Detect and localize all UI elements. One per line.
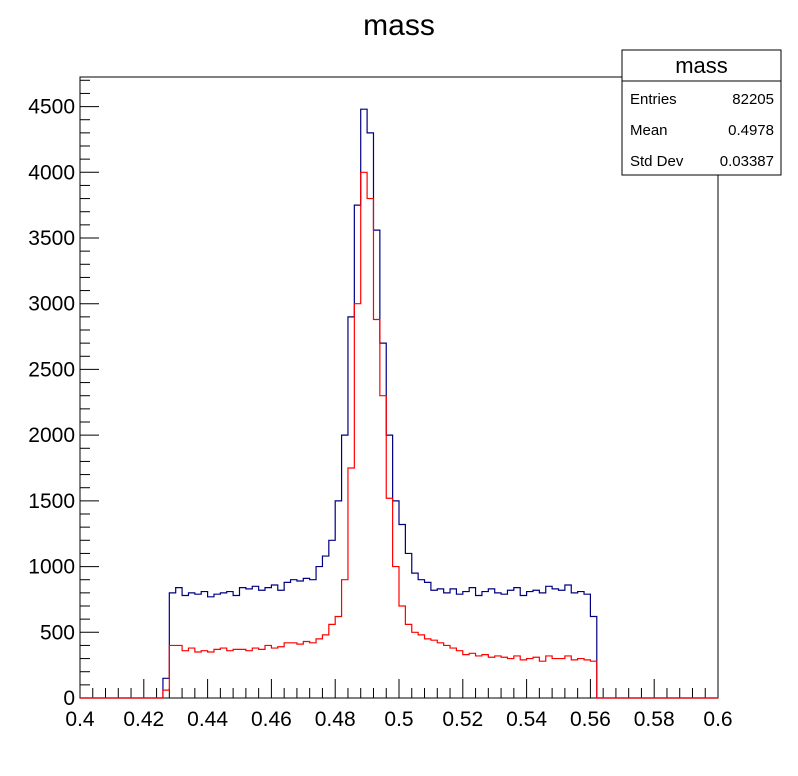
stats-entries-label: Entries xyxy=(630,91,677,108)
x-tick-label: 0.56 xyxy=(570,708,611,731)
x-tick-label: 0.58 xyxy=(634,708,675,731)
series-layer xyxy=(80,108,718,699)
histogram-series-1 xyxy=(80,108,718,699)
y-tick-label: 2500 xyxy=(28,358,75,381)
x-tick-label: 0.54 xyxy=(506,708,547,731)
y-tick-label: 2000 xyxy=(28,424,75,447)
y-tick-label: 500 xyxy=(40,621,75,644)
x-axis: 0.4 0.42 0.44 0.46 0.48 0.5 0.52 0.54 0.56 0.58 0.… xyxy=(65,679,733,731)
y-tick-label: 0 xyxy=(63,687,75,710)
stats-box-frame xyxy=(621,49,782,176)
x-tick-label: 0.6 xyxy=(703,708,732,731)
y-tick-label: 3500 xyxy=(28,227,75,250)
y-tick-label: 3000 xyxy=(28,293,75,316)
stats-box-title: mass xyxy=(675,53,728,78)
x-tick-label: 0.52 xyxy=(442,708,483,731)
y-tick-label: 4000 xyxy=(28,161,75,184)
stats-stddev-label: Std Dev xyxy=(630,153,684,170)
stats-box: mass Entries 82205 Mean 0.4978 Std Dev 0… xyxy=(621,49,782,176)
x-tick-label: 0.42 xyxy=(123,708,164,731)
stats-mean-value: 0.4978 xyxy=(728,122,774,139)
x-tick-label: 0.48 xyxy=(315,708,356,731)
stats-stddev-value: 0.03387 xyxy=(720,153,774,170)
chart-title: mass xyxy=(363,9,435,42)
histogram-series-2 xyxy=(80,171,718,699)
x-tick-label: 0.4 xyxy=(65,708,95,731)
y-tick-label: 1500 xyxy=(28,490,75,513)
stats-entries-value: 82205 xyxy=(732,91,774,108)
stats-mean-label: Mean xyxy=(630,122,668,139)
x-tick-label: 0.46 xyxy=(251,708,292,731)
x-tick-label: 0.5 xyxy=(384,708,413,731)
y-axis: 0 500 1000 1500 2000 2500 3000 3500 4000 4500 xyxy=(28,79,99,710)
y-tick-label: 1000 xyxy=(28,556,75,579)
x-tick-label: 0.44 xyxy=(187,708,228,731)
y-tick-label: 4500 xyxy=(28,96,75,119)
